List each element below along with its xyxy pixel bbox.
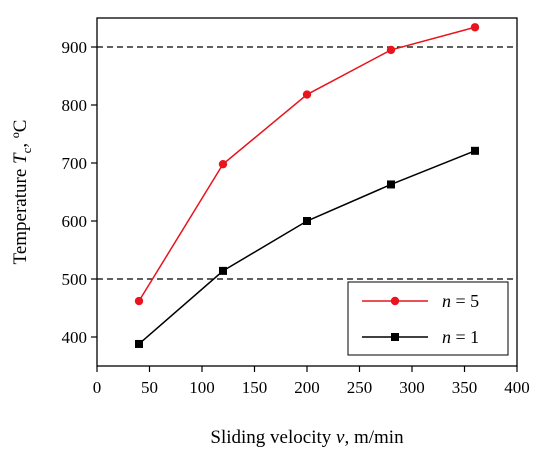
x-tick-label: 200: [294, 378, 320, 397]
y-tick-label: 500: [62, 270, 88, 289]
reference-lines: [97, 46, 517, 280]
series-line: [138, 26, 476, 302]
data-point: [218, 159, 228, 169]
legend-box: [347, 281, 509, 356]
data-point: [302, 90, 312, 99]
y-tick-label: 700: [62, 154, 88, 173]
legend: n = 5 n = 1: [347, 281, 509, 356]
x-tick-label: 250: [347, 378, 373, 397]
y-axis-title: Temperature Tc, ºC: [10, 120, 34, 265]
x-tick-label: 300: [399, 378, 425, 397]
x-axis: 0 50 100 150 200 250 300 350 400: [93, 366, 530, 397]
x-tick-label: 350: [452, 378, 478, 397]
data-point: [134, 296, 144, 306]
x-tick-label: 400: [504, 378, 530, 397]
y-tick-label: 800: [62, 96, 88, 115]
data-point: [387, 180, 395, 189]
data-point: [303, 217, 311, 225]
legend-marker-n5: [390, 296, 400, 306]
data-point: [471, 146, 479, 155]
y-tick-label: 600: [62, 212, 88, 231]
y-tick-label: 900: [62, 38, 88, 57]
x-axis-title: Sliding velocity v, m/min: [210, 427, 404, 448]
x-tick-label: 0: [93, 378, 102, 397]
x-tick-label: 150: [242, 378, 268, 397]
legend-label-n1: n = 1: [442, 327, 479, 347]
y-axis: 400 500 600 700 800 900: [62, 38, 97, 347]
data-point: [219, 266, 227, 275]
x-tick-label: 50: [141, 378, 158, 397]
series-layer: [134, 23, 480, 348]
data-point: [470, 23, 480, 32]
y-tick-label: 400: [62, 328, 88, 347]
legend-marker-n1: [391, 333, 399, 341]
x-tick-label: 100: [189, 378, 215, 397]
legend-label-n5: n = 5: [442, 291, 479, 311]
data-point: [135, 339, 143, 348]
data-point: [386, 45, 396, 55]
